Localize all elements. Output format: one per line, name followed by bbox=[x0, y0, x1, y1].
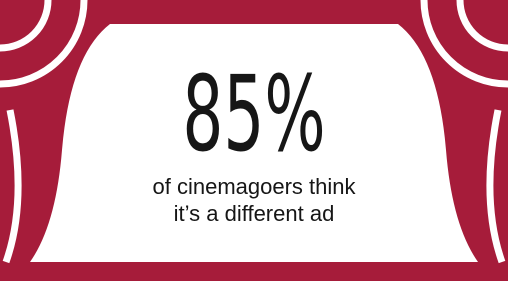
infographic: 85% of cinemagoers think it’s a differen… bbox=[0, 0, 508, 281]
caption-line: of cinemagoers think bbox=[153, 174, 357, 199]
stat-value: 85% bbox=[182, 55, 325, 175]
caption-line: it’s a different ad bbox=[174, 201, 335, 226]
